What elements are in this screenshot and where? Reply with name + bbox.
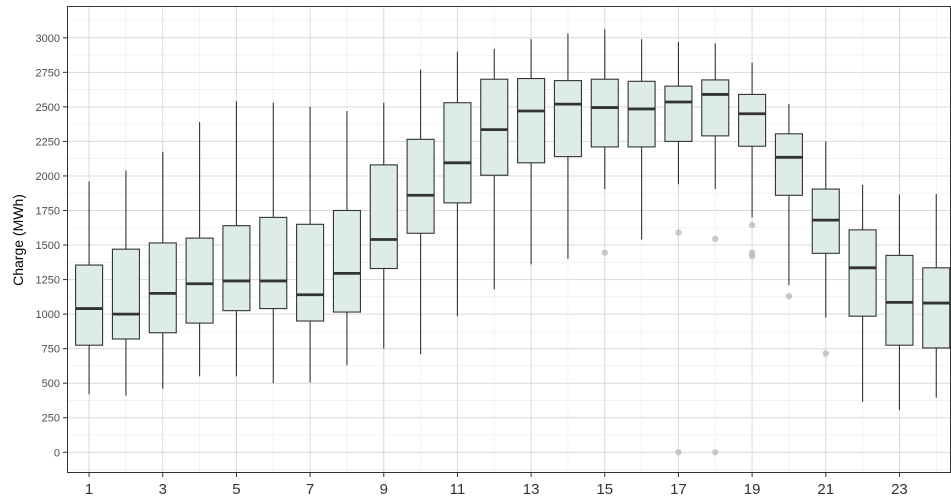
x-tick-label: 11 bbox=[450, 481, 466, 498]
box-body bbox=[553, 80, 582, 158]
box-body bbox=[222, 225, 251, 312]
x-tick-label: 15 bbox=[596, 481, 613, 498]
plot-panel bbox=[67, 6, 951, 473]
outlier-point bbox=[712, 449, 719, 456]
box-body bbox=[148, 242, 177, 334]
box-14 bbox=[553, 33, 582, 259]
box-9 bbox=[369, 102, 398, 349]
x-tick-label: 1 bbox=[85, 481, 93, 498]
y-tick-label: 2250 bbox=[36, 136, 60, 148]
box-body bbox=[738, 93, 767, 147]
box-1 bbox=[75, 181, 104, 395]
x-tick-label: 17 bbox=[670, 481, 687, 498]
box-11 bbox=[443, 51, 472, 317]
box-7 bbox=[296, 106, 325, 383]
x-axis: 1 3 5 7 9 11 13 15 17 19 21 23 bbox=[85, 473, 908, 498]
outlier-point bbox=[822, 350, 829, 357]
x-tick-label: 9 bbox=[380, 481, 388, 498]
box-body bbox=[75, 264, 104, 346]
outlier-point bbox=[712, 235, 719, 243]
box-2 bbox=[111, 170, 140, 396]
y-axis-label: Charge (MWh) bbox=[10, 194, 26, 286]
box-body bbox=[480, 78, 509, 176]
y-tick-label: 0 bbox=[54, 447, 60, 459]
y-tick-label: 2750 bbox=[36, 67, 60, 79]
x-tick-label: 21 bbox=[817, 481, 834, 498]
x-tick-label: 23 bbox=[891, 481, 908, 498]
box-8 bbox=[332, 111, 361, 366]
box-body bbox=[296, 223, 325, 322]
box-18 bbox=[701, 43, 730, 456]
box-17 bbox=[664, 41, 693, 456]
box-23 bbox=[885, 194, 914, 411]
outlier-point bbox=[601, 249, 608, 256]
outlier-point bbox=[675, 449, 682, 456]
box-body bbox=[885, 254, 914, 346]
box-21 bbox=[811, 141, 840, 357]
box-body bbox=[259, 216, 288, 310]
outlier-point bbox=[748, 221, 756, 229]
box-10 bbox=[406, 69, 435, 355]
box-body bbox=[406, 138, 435, 234]
box-22 bbox=[848, 184, 877, 402]
box-24 bbox=[922, 193, 951, 398]
outlier-point bbox=[785, 292, 793, 300]
box-body bbox=[111, 248, 140, 340]
x-tick-label: 7 bbox=[306, 481, 314, 498]
box-body bbox=[922, 267, 951, 349]
y-tick-label: 750 bbox=[42, 344, 60, 356]
y-tick-label: 2500 bbox=[36, 102, 60, 114]
y-tick-label: 3000 bbox=[36, 33, 60, 45]
box-3 bbox=[148, 151, 177, 389]
box-body bbox=[701, 79, 730, 137]
box-body bbox=[185, 237, 214, 324]
box-body bbox=[332, 209, 361, 313]
box-body bbox=[664, 85, 693, 142]
y-tick-label: 500 bbox=[42, 378, 60, 390]
x-tick-label: 5 bbox=[232, 481, 240, 498]
box-body bbox=[774, 133, 803, 196]
box-19 bbox=[738, 62, 767, 260]
y-tick-label: 250 bbox=[42, 413, 60, 425]
x-tick-label: 13 bbox=[523, 481, 540, 498]
box-20 bbox=[774, 104, 803, 300]
box-12 bbox=[480, 48, 509, 290]
box-body bbox=[848, 229, 877, 317]
y-tick-label: 1250 bbox=[36, 275, 60, 287]
box-15 bbox=[590, 29, 619, 256]
y-axis: 0 250 500 750 1000 1250 1500 1750 2000 2250 2500 27… bbox=[36, 33, 67, 459]
outlier-point bbox=[748, 252, 756, 260]
y-tick-label: 1500 bbox=[36, 240, 60, 252]
box-body bbox=[369, 164, 398, 270]
major-gridlines bbox=[67, 6, 951, 473]
box-body bbox=[590, 78, 619, 148]
box-4 bbox=[185, 122, 214, 377]
outlier-point bbox=[675, 229, 682, 236]
box-body bbox=[443, 102, 472, 204]
y-tick-label: 2000 bbox=[36, 171, 60, 183]
box-13 bbox=[517, 39, 546, 265]
box-body bbox=[627, 80, 656, 148]
x-tick-label: 19 bbox=[744, 481, 761, 498]
y-tick-label: 1000 bbox=[36, 309, 60, 321]
y-tick-label: 1750 bbox=[36, 205, 60, 217]
box-body bbox=[517, 77, 546, 164]
box-series bbox=[75, 29, 951, 456]
x-tick-label: 3 bbox=[159, 481, 167, 498]
box-5 bbox=[222, 101, 251, 377]
box-6 bbox=[259, 102, 288, 384]
box-16 bbox=[627, 39, 656, 240]
